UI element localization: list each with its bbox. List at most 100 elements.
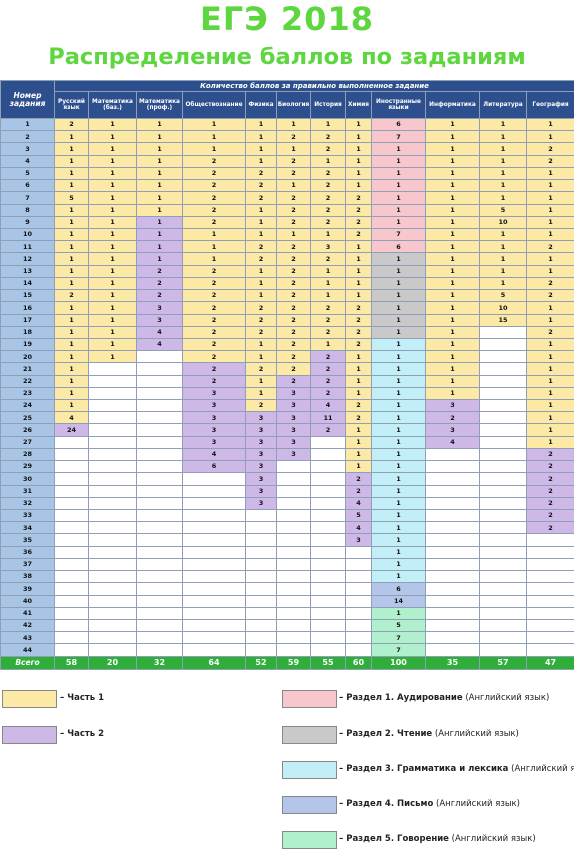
- score-cell: 3: [246, 424, 277, 436]
- score-cell: [89, 387, 137, 399]
- score-cell: 2: [346, 192, 372, 204]
- score-cell: 2: [277, 302, 311, 314]
- score-cell: [183, 595, 246, 607]
- subject-header: География: [527, 92, 574, 119]
- score-cell: 2: [246, 167, 277, 179]
- score-cell: 7: [372, 644, 426, 657]
- task-number-cell: 8: [1, 204, 55, 216]
- score-cell: 1: [137, 228, 183, 240]
- score-cell: 1: [372, 436, 426, 448]
- score-cell: 1: [372, 485, 426, 497]
- score-cell: [311, 534, 346, 546]
- score-cell: [277, 571, 311, 583]
- total-cell: 59: [277, 657, 311, 670]
- score-cell: 1: [246, 204, 277, 216]
- score-cell: 1: [246, 265, 277, 277]
- score-cell: [137, 351, 183, 363]
- score-cell: 1: [246, 155, 277, 167]
- score-cell: 14: [372, 595, 426, 607]
- score-cell: 1: [137, 155, 183, 167]
- score-cell: [246, 534, 277, 546]
- task-number-cell: 42: [1, 619, 55, 631]
- legend-note: (Английский язык): [511, 764, 574, 774]
- score-cell: [89, 644, 137, 657]
- score-cell: [55, 644, 89, 657]
- score-cell: [426, 607, 480, 619]
- score-cell: [527, 595, 574, 607]
- score-cell: [137, 644, 183, 657]
- score-cell: 1: [277, 228, 311, 240]
- legend-text: – Часть 1: [60, 692, 104, 704]
- score-cell: 1: [346, 119, 372, 131]
- score-cell: 4: [183, 448, 246, 460]
- score-cell: [311, 619, 346, 631]
- score-cell: [183, 619, 246, 631]
- score-cell: [137, 534, 183, 546]
- score-cell: 2: [277, 192, 311, 204]
- score-cell: 1: [55, 302, 89, 314]
- score-cell: [89, 558, 137, 570]
- score-cell: [55, 595, 89, 607]
- score-cell: [89, 363, 137, 375]
- score-cell: 1: [346, 167, 372, 179]
- score-cell: 1: [426, 351, 480, 363]
- score-cell: 1: [426, 302, 480, 314]
- score-cell: 1: [89, 253, 137, 265]
- score-cell: 1: [346, 424, 372, 436]
- score-cell: 3: [311, 241, 346, 253]
- task-number-cell: 10: [1, 228, 55, 240]
- score-cell: [183, 607, 246, 619]
- score-cell: 2: [183, 192, 246, 204]
- score-cell: 1: [426, 155, 480, 167]
- score-cell: 1: [346, 277, 372, 289]
- score-cell: [137, 510, 183, 522]
- score-cell: 3: [137, 314, 183, 326]
- score-cell: 1: [246, 277, 277, 289]
- score-cell: 1: [426, 326, 480, 338]
- score-cell: 2: [246, 400, 277, 412]
- score-cell: [480, 326, 527, 338]
- score-cell: 2: [311, 363, 346, 375]
- score-cell: [480, 497, 527, 509]
- total-cell: 60: [346, 657, 372, 670]
- score-cell: [55, 571, 89, 583]
- score-cell: [480, 412, 527, 424]
- score-cell: 1: [246, 119, 277, 131]
- score-cell: [527, 571, 574, 583]
- score-cell: 1: [137, 119, 183, 131]
- score-cell: 2: [277, 216, 311, 228]
- score-cell: 1: [55, 363, 89, 375]
- score-cell: 2: [277, 167, 311, 179]
- score-cell: [311, 448, 346, 460]
- score-cell: [426, 448, 480, 460]
- score-cell: [89, 424, 137, 436]
- score-cell: 1: [137, 253, 183, 265]
- score-cell: [426, 632, 480, 644]
- score-cell: 1: [372, 302, 426, 314]
- score-cell: 4: [426, 436, 480, 448]
- score-cell: 1: [89, 131, 137, 143]
- score-cell: 1: [89, 326, 137, 338]
- score-cell: 1: [527, 363, 574, 375]
- score-cell: [277, 534, 311, 546]
- score-cell: [246, 619, 277, 631]
- score-cell: [55, 632, 89, 644]
- task-number-cell: 4: [1, 155, 55, 167]
- score-cell: 1: [137, 143, 183, 155]
- task-number-cell: 41: [1, 607, 55, 619]
- task-number-cell: 35: [1, 534, 55, 546]
- score-cell: [89, 400, 137, 412]
- score-cell: [346, 558, 372, 570]
- score-cell: 1: [277, 119, 311, 131]
- score-cell: 2: [277, 155, 311, 167]
- score-cell: 1: [346, 448, 372, 460]
- score-cell: 1: [346, 155, 372, 167]
- score-cell: [137, 400, 183, 412]
